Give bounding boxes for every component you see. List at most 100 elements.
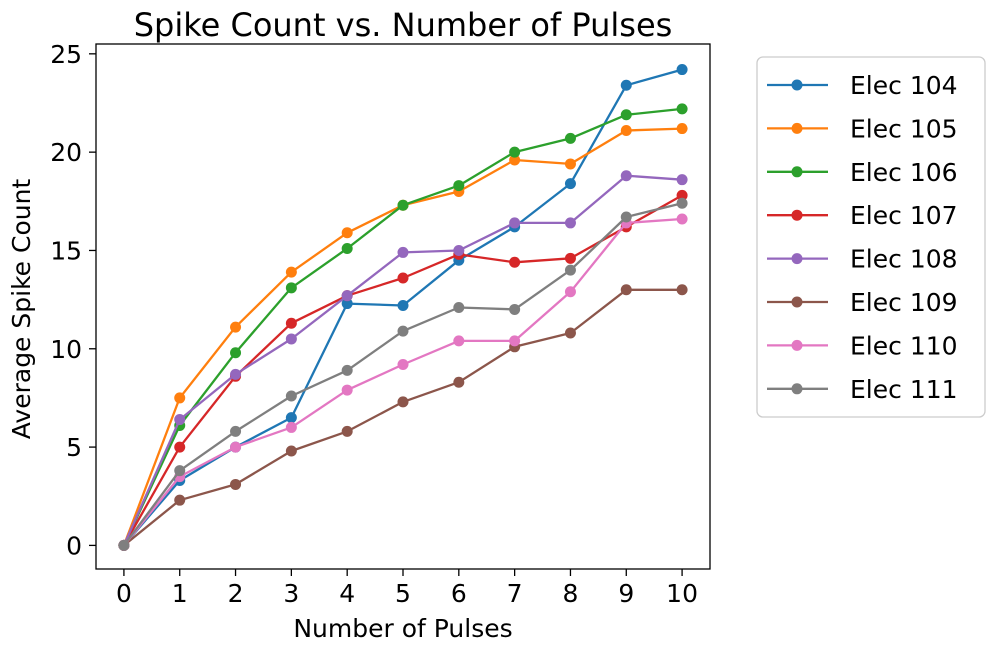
data-point [341,384,353,396]
x-tick-label: 1 [172,579,188,608]
data-point [509,154,521,166]
data-point [564,217,576,229]
data-point [620,79,632,91]
chart-title: Spike Count vs. Number of Pulses [134,6,673,44]
data-point [174,441,186,453]
y-tick-label: 5 [66,433,82,462]
data-point [397,272,409,284]
series-line [122,127,683,546]
legend-item: Elec 104 [767,71,958,100]
data-point [676,103,688,115]
data-point [676,64,688,76]
data-point [285,445,297,457]
legend-item: Elec 109 [767,288,958,317]
series-elec-107 [118,189,688,551]
data-point [397,396,409,408]
x-tick-label: 6 [451,579,467,608]
data-point [397,199,409,211]
x-tick-label: 4 [339,579,355,608]
legend-marker [791,383,803,395]
data-point [564,252,576,264]
legend-label: Elec 110 [850,331,958,360]
data-point [676,189,688,201]
data-point [341,227,353,239]
data-point [174,465,186,477]
data-point [453,376,465,388]
data-point [453,335,465,347]
legend-marker [791,166,803,178]
data-point [676,213,688,225]
data-point [397,359,409,371]
data-point [620,109,632,121]
y-tick-label: 20 [50,138,82,167]
axis-ticks: 0 1 2 3 4 5 6 7 8 9 10 0 5 10 15 20 25 [50,40,698,608]
x-tick-label: 3 [283,579,299,608]
x-tick-label: 2 [228,579,244,608]
data-point [118,539,130,551]
data-point [397,300,409,312]
legend-marker [791,209,803,221]
legend-item: Elec 108 [767,245,958,274]
data-point [620,125,632,137]
y-tick-label: 10 [50,335,82,364]
data-point [564,132,576,144]
data-point [230,478,242,490]
x-tick-label: 9 [618,579,634,608]
legend: Elec 104 Elec 105 Elec 106 Elec 107 Elec 108… [756,56,986,418]
data-point [397,325,409,337]
data-point [285,333,297,345]
data-point [453,180,465,192]
data-point [230,368,242,380]
legend-label: Elec 108 [850,245,958,274]
data-point [341,290,353,302]
x-tick-label: 0 [116,579,132,608]
data-point [620,170,632,182]
series-elec-110 [118,213,688,551]
legend-label: Elec 106 [850,158,958,187]
data-point [230,441,242,453]
legend-marker [791,296,803,308]
data-point [285,266,297,278]
data-point [564,327,576,339]
data-point [230,321,242,333]
data-point [285,421,297,433]
data-point [174,494,186,506]
data-point [285,282,297,294]
data-point [676,123,688,135]
y-tick-label: 25 [50,40,82,69]
data-point [174,392,186,404]
series-elec-106 [118,103,688,551]
legend-marker [791,339,803,351]
y-axis-label: Average Spike Count [7,179,36,440]
legend-label: Elec 105 [850,114,958,143]
x-tick-label: 5 [395,579,411,608]
legend-item: Elec 111 [767,375,958,404]
legend-label: Elec 111 [850,375,958,404]
data-point [453,301,465,313]
data-point [453,244,465,256]
data-point [341,242,353,254]
data-point [509,146,521,158]
data-point [564,178,576,190]
series-line [123,217,683,547]
data-point [509,335,521,347]
data-point [564,158,576,170]
data-point [620,284,632,296]
plot-area [118,64,688,551]
data-point [230,347,242,359]
legend-item: Elec 110 [767,331,958,360]
data-point [509,303,521,315]
data-point [564,264,576,276]
legend-label: Elec 109 [850,288,958,317]
legend-marker [791,122,803,134]
x-tick-label: 7 [507,579,523,608]
legend-label: Elec 104 [850,71,958,100]
y-tick-label: 0 [66,531,82,560]
y-tick-label: 15 [50,236,82,265]
data-point [509,217,521,229]
legend-frame [756,56,986,418]
axes-frame [95,43,711,570]
data-point [676,174,688,186]
